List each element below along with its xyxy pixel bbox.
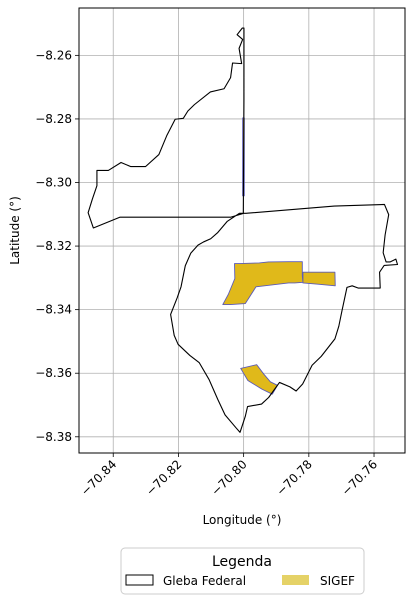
gleba-federal-polygon-0 bbox=[87, 27, 399, 433]
x-tick-label-3: −70.78 bbox=[274, 457, 315, 498]
y-tick-label-2: −8.34 bbox=[35, 303, 72, 317]
legend: Legenda Gleba Federal SIGEF bbox=[120, 547, 365, 595]
y-tick-label-0: −8.38 bbox=[35, 430, 72, 444]
y-axis-title: Latitude (°) bbox=[8, 196, 22, 265]
map-layers bbox=[87, 27, 399, 433]
x-tick-label-0: −70.84 bbox=[78, 457, 119, 498]
legend-label-sigef: SIGEF bbox=[320, 574, 355, 588]
y-tick-label-6: −8.26 bbox=[35, 48, 72, 62]
sigef-polygon-2 bbox=[240, 364, 278, 395]
x-tick-label-2: −70.80 bbox=[208, 457, 249, 498]
x-axis-title: Longitude (°) bbox=[203, 513, 282, 527]
sigef-polygon-0 bbox=[222, 261, 304, 306]
plot-frame bbox=[78, 7, 406, 454]
grid bbox=[79, 8, 405, 453]
legend-label-gleba-federal: Gleba Federal bbox=[163, 574, 246, 588]
legend-swatch-sigef bbox=[282, 575, 309, 585]
sigef-polygon-1 bbox=[302, 271, 336, 287]
y-tick-label-4: −8.30 bbox=[35, 176, 72, 190]
x-tick-label-1: −70.82 bbox=[143, 457, 184, 498]
y-tick-label-5: −8.28 bbox=[35, 112, 72, 126]
x-tick-label-4: −70.76 bbox=[339, 457, 380, 498]
y-tick-label-3: −8.32 bbox=[35, 239, 72, 253]
legend-swatch-gleba-federal bbox=[125, 574, 154, 586]
y-tick-label-1: −8.36 bbox=[35, 366, 72, 380]
legend-title: Legenda bbox=[212, 554, 272, 570]
